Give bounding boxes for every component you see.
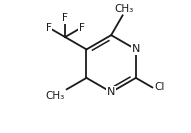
Text: N: N: [132, 44, 140, 54]
Text: CH₃: CH₃: [114, 4, 133, 14]
Text: F: F: [62, 13, 68, 23]
Text: F: F: [46, 23, 52, 33]
Text: CH₃: CH₃: [46, 91, 65, 101]
Text: N: N: [107, 87, 115, 97]
Text: F: F: [79, 23, 84, 33]
Text: Cl: Cl: [155, 82, 165, 92]
